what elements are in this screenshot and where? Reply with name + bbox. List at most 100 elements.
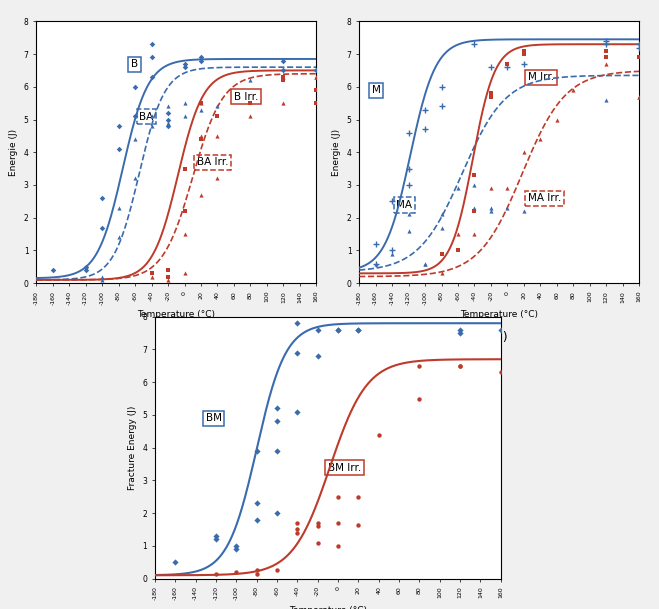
Point	[601, 59, 612, 69]
Point	[163, 275, 173, 285]
Point	[403, 180, 414, 190]
Point	[130, 134, 140, 144]
Point	[311, 85, 322, 95]
Point	[278, 72, 289, 82]
Point	[486, 88, 496, 98]
Point	[552, 114, 562, 124]
Point	[146, 121, 157, 131]
Point	[272, 508, 282, 518]
Y-axis label: Fracture Energy (J): Fracture Energy (J)	[128, 406, 137, 490]
Point	[353, 325, 364, 335]
Point	[292, 524, 302, 534]
Point	[469, 229, 480, 239]
Point	[353, 492, 364, 502]
Point	[272, 417, 282, 426]
Point	[97, 275, 107, 285]
Point	[469, 206, 480, 216]
Point	[113, 121, 124, 131]
Point	[146, 111, 157, 121]
Point	[130, 174, 140, 183]
X-axis label: Temperature (°C): Temperature (°C)	[460, 311, 538, 319]
Point	[455, 325, 465, 335]
Point	[80, 262, 91, 272]
Point	[196, 52, 206, 62]
Point	[146, 72, 157, 82]
Point	[601, 95, 612, 105]
Point	[251, 446, 262, 456]
Point	[245, 98, 256, 108]
Point	[634, 40, 645, 49]
Text: BM Irr.: BM Irr.	[328, 462, 361, 473]
Text: (a): (a)	[167, 331, 185, 344]
Point	[196, 55, 206, 65]
Point	[245, 76, 256, 85]
Point	[634, 43, 645, 52]
Point	[353, 325, 364, 335]
Point	[47, 266, 58, 275]
Point	[469, 171, 480, 180]
Point	[278, 98, 289, 108]
Point	[231, 544, 242, 554]
Y-axis label: Energie (J): Energie (J)	[332, 128, 341, 176]
Point	[333, 541, 343, 551]
Point	[196, 98, 206, 108]
Point	[387, 245, 397, 255]
Point	[333, 518, 343, 528]
Point	[370, 259, 381, 269]
Point	[292, 528, 302, 538]
Point	[469, 180, 480, 190]
Point	[311, 98, 322, 108]
Point	[163, 272, 173, 281]
Point	[97, 223, 107, 233]
Point	[453, 183, 463, 193]
Text: MA: MA	[396, 200, 413, 210]
Point	[436, 209, 447, 219]
Point	[420, 259, 430, 269]
Point	[469, 40, 480, 49]
Point	[146, 52, 157, 62]
Point	[196, 98, 206, 108]
Point	[130, 82, 140, 92]
Point	[292, 348, 302, 357]
Point	[519, 59, 529, 69]
Point	[601, 46, 612, 55]
Point	[403, 226, 414, 236]
Text: BA Irr.: BA Irr.	[197, 157, 229, 167]
X-axis label: Temperature (°C): Temperature (°C)	[137, 311, 215, 319]
Point	[455, 328, 465, 338]
Point	[387, 197, 397, 206]
Point	[251, 569, 262, 579]
Point	[420, 124, 430, 134]
Point	[634, 92, 645, 102]
Point	[455, 361, 465, 371]
Point	[455, 361, 465, 371]
Point	[292, 319, 302, 328]
Point	[278, 55, 289, 65]
Text: MA Irr.: MA Irr.	[528, 193, 561, 203]
Point	[453, 229, 463, 239]
Point	[519, 206, 529, 216]
Point	[251, 566, 262, 576]
Point	[179, 229, 190, 239]
Point	[272, 403, 282, 413]
Point	[634, 52, 645, 62]
Point	[179, 111, 190, 121]
Point	[496, 367, 506, 377]
Point	[272, 566, 282, 576]
Point	[196, 131, 206, 141]
Point	[245, 111, 256, 121]
Point	[292, 407, 302, 417]
Point	[251, 515, 262, 524]
Point	[211, 535, 221, 544]
Point	[163, 118, 173, 128]
Point	[453, 245, 463, 255]
Point	[212, 131, 223, 141]
Point	[272, 446, 282, 456]
Point	[634, 92, 645, 102]
Point	[333, 492, 343, 502]
Point	[231, 541, 242, 551]
Point	[312, 351, 323, 361]
Point	[312, 518, 323, 528]
Point	[97, 272, 107, 281]
Point	[312, 521, 323, 531]
